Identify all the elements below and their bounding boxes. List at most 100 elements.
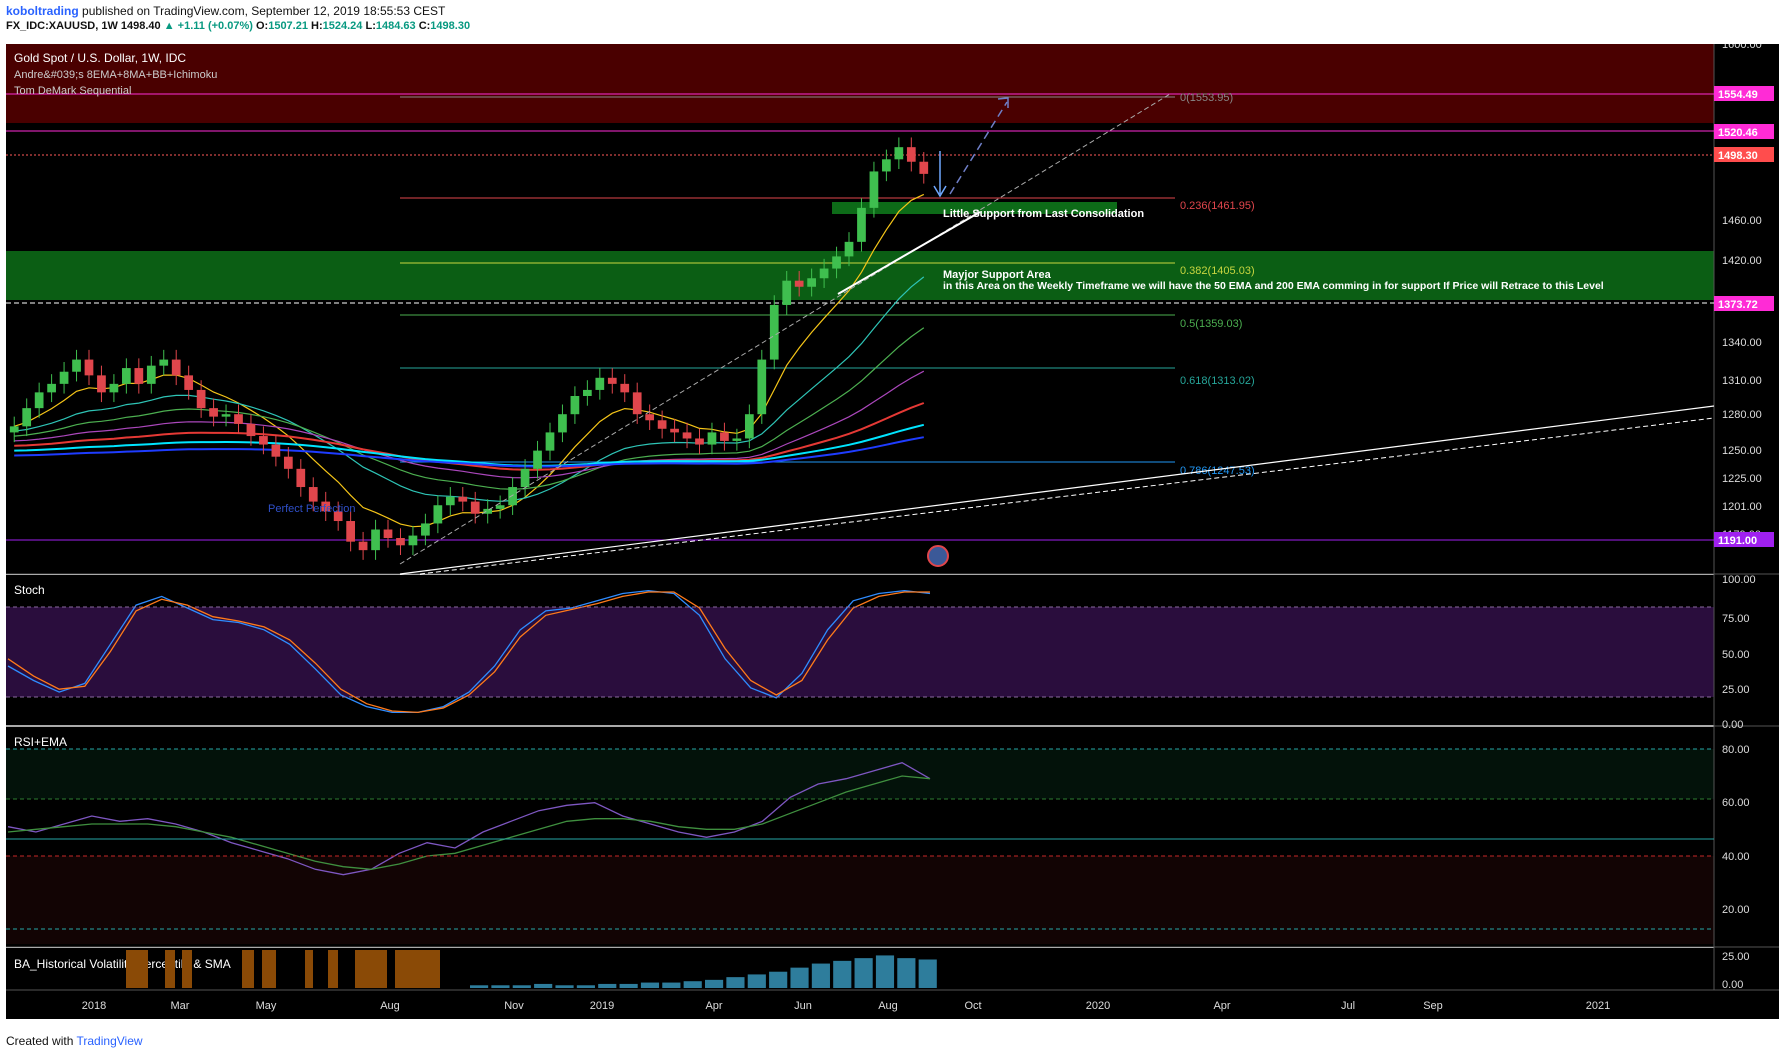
last-price: 1498.40 bbox=[120, 20, 161, 32]
price-tick: 1310.00 bbox=[1722, 375, 1762, 387]
time-tick: 2021 bbox=[1586, 1000, 1610, 1012]
rsi-upper-band bbox=[6, 749, 1714, 799]
price-tick: 1340.00 bbox=[1722, 337, 1762, 349]
candle-body bbox=[695, 438, 704, 445]
rsi-ema-ema-line bbox=[7, 775, 931, 870]
price-badges: 1554.49 1520.46 1498.30 1373.72 1191.00 bbox=[1714, 86, 1774, 547]
hv-bar bbox=[640, 982, 660, 988]
price-scale bbox=[1714, 44, 1779, 1019]
candle-body bbox=[433, 505, 443, 524]
stoch-title: Stoch bbox=[14, 583, 45, 597]
time-tick: 2018 bbox=[82, 1000, 106, 1012]
candle-body bbox=[483, 508, 493, 514]
time-tick: Jul bbox=[1341, 1000, 1355, 1012]
fib-trendline[interactable] bbox=[399, 93, 1171, 565]
candle-body bbox=[333, 511, 343, 522]
candle-body bbox=[744, 414, 754, 439]
close-label: C: bbox=[418, 20, 431, 32]
candle-body bbox=[794, 280, 804, 287]
candle-body bbox=[283, 456, 293, 469]
chart-canvas[interactable]: 0(1553.95) 0.236(1461.95) 0.382(1405.03)… bbox=[0, 44, 1779, 1019]
fib-label-0786: 0.786(1247.53) bbox=[1180, 465, 1255, 477]
hv-bars bbox=[470, 955, 937, 988]
candle-body bbox=[707, 432, 717, 445]
time-tick: Aug bbox=[380, 1000, 400, 1012]
candle-body bbox=[396, 538, 405, 546]
candle-body bbox=[620, 383, 630, 393]
candle-body bbox=[508, 487, 517, 506]
hv-title: BA_Historical Volatility Percentile & SM… bbox=[14, 957, 231, 971]
major-support-title: Mayjor Support Area bbox=[943, 269, 1052, 281]
ohlc-line: FX_IDC:XAUUSD, 1W 1498.40 ▲ +1.11 (+0.07… bbox=[6, 19, 470, 34]
fib-label-0382: 0.382(1405.03) bbox=[1180, 265, 1255, 277]
candle-body bbox=[607, 377, 617, 384]
support-zone bbox=[6, 251, 1714, 300]
stoch-tick: 100.00 bbox=[1722, 574, 1756, 586]
ema-8-line bbox=[14, 193, 925, 528]
stoch-band bbox=[6, 607, 1714, 697]
candle-body bbox=[196, 389, 206, 409]
hv-bar bbox=[683, 981, 702, 988]
candle-body bbox=[595, 377, 605, 390]
long-trendline-dashed[interactable] bbox=[419, 417, 1715, 575]
time-tick: Nov bbox=[504, 1000, 524, 1012]
hv-bar bbox=[555, 985, 574, 988]
rising-support-line[interactable] bbox=[837, 211, 981, 295]
candle-body bbox=[358, 541, 368, 551]
candle-body bbox=[221, 414, 231, 417]
open-value: 1507.21 bbox=[268, 20, 308, 32]
candle-body bbox=[408, 535, 418, 546]
hv-bar bbox=[470, 985, 489, 988]
fibonacci-retracement[interactable]: 0(1553.95) 0.236(1461.95) 0.382(1405.03)… bbox=[400, 92, 1255, 477]
major-support-text: in this Area on the Weekly Timeframe we … bbox=[943, 280, 1604, 292]
candle-body bbox=[869, 171, 879, 208]
hv-tick: 0.00 bbox=[1722, 979, 1743, 991]
candle-body bbox=[832, 256, 841, 269]
hv-orange-block bbox=[262, 950, 276, 988]
badge-1498: 1498.30 bbox=[1718, 150, 1758, 162]
hv-bar bbox=[619, 983, 638, 988]
candle-body bbox=[807, 278, 816, 287]
candle-body bbox=[84, 359, 94, 376]
hv-bar bbox=[705, 979, 724, 988]
candle-body bbox=[570, 396, 580, 415]
fib-label-0618: 0.618(1313.02) bbox=[1180, 375, 1255, 387]
candle-body bbox=[769, 304, 779, 360]
ema-21-line bbox=[14, 276, 925, 502]
event-flag-icon[interactable] bbox=[927, 545, 949, 567]
candle-body bbox=[184, 375, 194, 390]
time-tick: Jun bbox=[794, 1000, 812, 1012]
badge-1373: 1373.72 bbox=[1718, 299, 1758, 311]
candle-body bbox=[146, 365, 156, 384]
candle-body bbox=[9, 426, 19, 433]
candle-body bbox=[919, 161, 929, 174]
candle-body bbox=[894, 147, 904, 160]
rsi-tick: 20.00 bbox=[1722, 904, 1750, 916]
rsi-tick: 40.00 bbox=[1722, 851, 1750, 863]
hv-bar bbox=[598, 983, 617, 988]
hv-orange-block bbox=[126, 950, 148, 988]
ema-89-line bbox=[14, 402, 925, 471]
hv-orange-blocks bbox=[126, 950, 440, 988]
created-with-label: Created with bbox=[6, 1034, 74, 1048]
hv-bar bbox=[662, 982, 681, 988]
candle-body bbox=[34, 392, 44, 409]
tradingview-logo[interactable]: TradingView bbox=[76, 1034, 143, 1048]
candle-body bbox=[857, 207, 866, 242]
long-trendline[interactable] bbox=[399, 405, 1715, 575]
hv-bar bbox=[534, 983, 553, 988]
ema-200-line bbox=[14, 436, 924, 468]
hv-orange-block bbox=[395, 950, 440, 988]
author-link[interactable]: koboltrading bbox=[6, 4, 79, 18]
stoch-tick: 50.00 bbox=[1722, 649, 1750, 661]
candle-body bbox=[583, 389, 592, 396]
price-tick: 1600.00 bbox=[1722, 44, 1762, 51]
hv-orange-block bbox=[165, 950, 175, 988]
resistance-zone bbox=[6, 44, 1714, 123]
legend-title: Gold Spot / U.S. Dollar, 1W, IDC bbox=[14, 51, 186, 65]
time-tick: Mar bbox=[171, 1000, 190, 1012]
hv-bar bbox=[747, 974, 766, 988]
candle-body bbox=[533, 450, 542, 469]
badge-1191: 1191.00 bbox=[1718, 535, 1757, 547]
hv-bar bbox=[811, 963, 830, 988]
